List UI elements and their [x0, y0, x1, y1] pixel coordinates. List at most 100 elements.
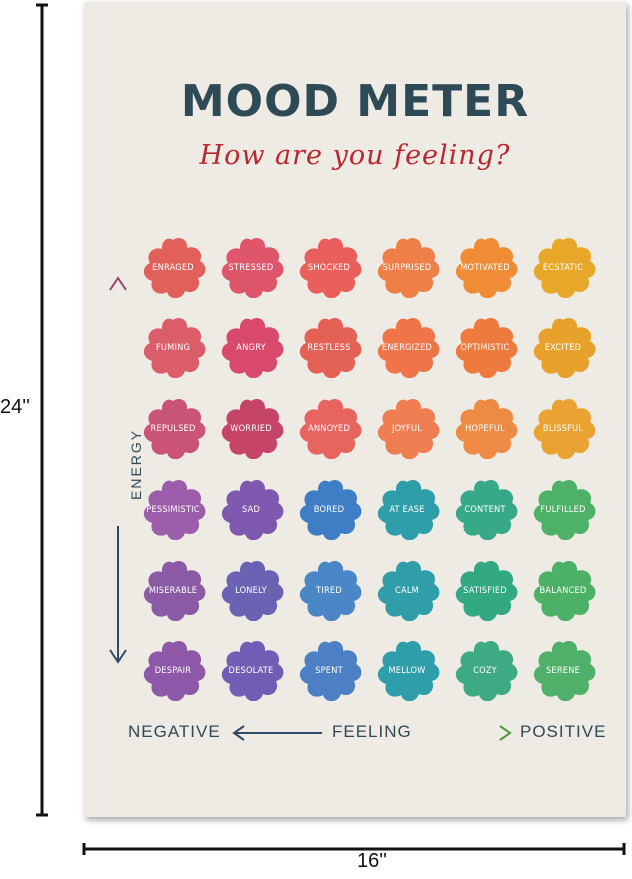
width-dimension-label: 16'' — [357, 850, 387, 872]
mood-label: CALM — [395, 584, 419, 596]
mood-blob: BALANCED — [530, 559, 596, 621]
mood-blob: EXCITED — [530, 316, 596, 378]
flower-shape-icon — [377, 480, 440, 540]
mood-blob: OPTIMISTIC — [452, 316, 518, 378]
mood-blob: PESSIMISTIC — [140, 478, 206, 540]
flower-shape-icon — [533, 561, 596, 621]
flower-shape-icon — [221, 641, 284, 701]
mood-blob: SURPRISED — [374, 236, 440, 298]
flower-shape-icon — [533, 318, 596, 378]
mood-label: ANGRY — [236, 341, 266, 353]
mood-label: SHOCKED — [307, 261, 351, 273]
mood-label: ANNOYED — [307, 422, 351, 434]
mood-label: DESPAIR — [154, 664, 192, 676]
flower-shape-icon — [299, 561, 362, 621]
mood-blob: AT EASE — [374, 478, 440, 540]
flower-shape-icon — [299, 480, 362, 540]
mood-label: AT EASE — [389, 503, 425, 515]
mood-blob: ECSTATIC — [530, 236, 596, 298]
positive-label: POSITIVE — [520, 722, 607, 741]
mood-blob: DESPAIR — [140, 639, 206, 701]
flower-shape-icon — [143, 399, 206, 459]
mood-blob: CONTENT — [452, 478, 518, 540]
mood-blob: BORED — [296, 478, 362, 540]
mood-blob: ENERGIZED — [374, 316, 440, 378]
mood-blob: ANGRY — [218, 316, 284, 378]
flower-shape-icon — [299, 318, 362, 378]
flower-shape-icon — [377, 318, 440, 378]
mood-label: LONELY — [235, 584, 267, 596]
mood-label: RESTLESS — [307, 341, 351, 353]
flower-shape-icon — [533, 238, 596, 298]
mood-label: DESOLATE — [228, 664, 274, 676]
mood-label: BALANCED — [539, 584, 587, 596]
flower-shape-icon — [221, 561, 284, 621]
mood-blob: DESOLATE — [218, 639, 284, 701]
mood-label: COZY — [473, 664, 497, 676]
flower-shape-icon — [299, 641, 362, 701]
mood-label: EXCITED — [544, 341, 582, 353]
flower-shape-icon — [455, 561, 518, 621]
mood-blob: SATISFIED — [452, 559, 518, 621]
mood-blob: COZY — [452, 639, 518, 701]
mood-label: FUMING — [155, 341, 191, 353]
mood-label: SURPRISED — [382, 261, 432, 273]
flower-shape-icon — [299, 399, 362, 459]
flower-shape-icon — [143, 641, 206, 701]
mood-label: PESSIMISTIC — [146, 503, 200, 515]
mood-blob: ANNOYED — [296, 397, 362, 459]
mood-label: OPTIMISTIC — [460, 341, 510, 353]
mood-label: SAD — [241, 503, 261, 515]
flower-shape-icon — [455, 480, 518, 540]
mood-blob: MISERABLE — [140, 559, 206, 621]
mood-blob: SPENT — [296, 639, 362, 701]
mood-label: SATISFIED — [463, 584, 507, 596]
flower-shape-icon — [221, 238, 284, 298]
mood-label: FULFILLED — [540, 503, 586, 515]
mood-blob: BLISSFUL — [530, 397, 596, 459]
poster-subtitle: How are you feeling? — [199, 140, 511, 171]
mood-label: BORED — [313, 503, 345, 515]
feeling-label: FEELING — [332, 722, 412, 741]
flower-shape-icon — [221, 399, 284, 459]
mood-blob: SHOCKED — [296, 236, 362, 298]
mood-label: MISERABLE — [148, 584, 198, 596]
flower-shape-icon — [377, 561, 440, 621]
flower-shape-icon — [533, 399, 596, 459]
mood-label: REPULSED — [150, 422, 196, 434]
mood-blob: HOPEFUL — [452, 397, 518, 459]
mood-label: ECSTATIC — [542, 261, 584, 273]
flower-shape-icon — [221, 480, 284, 540]
mood-blob: FUMING — [140, 316, 206, 378]
mood-label: CONTENT — [464, 503, 506, 515]
flower-shape-icon — [455, 399, 518, 459]
mood-blob: TIRED — [296, 559, 362, 621]
mood-blob: ENRAGED — [140, 236, 206, 298]
mood-grid: ENRAGED STRESSED SHOCKED SURPRISED MOTIVATED… — [84, 2, 626, 817]
flower-shape-icon — [533, 641, 596, 701]
mood-blob: SAD — [218, 478, 284, 540]
flower-shape-icon — [143, 480, 206, 540]
flower-shape-icon — [455, 641, 518, 701]
mood-label: TIRED — [316, 584, 342, 596]
mood-label: ENERGIZED — [381, 341, 433, 353]
flower-shape-icon — [143, 561, 206, 621]
flower-shape-icon — [377, 399, 440, 459]
flower-shape-icon — [377, 238, 440, 298]
mood-blob: MOTIVATED — [452, 236, 518, 298]
mood-blob: RESTLESS — [296, 316, 362, 378]
poster-title: MOOD METER — [180, 76, 530, 127]
flower-shape-icon — [377, 641, 440, 701]
mood-label: WORRIED — [230, 422, 272, 434]
flower-shape-icon — [143, 318, 206, 378]
flower-shape-icon — [455, 238, 518, 298]
flower-shape-icon — [533, 480, 596, 540]
mood-blob: REPULSED — [140, 397, 206, 459]
mood-blob: LONELY — [218, 559, 284, 621]
mood-label: BLISSFUL — [542, 422, 584, 434]
left-arrow-icon — [232, 725, 322, 741]
flower-shape-icon — [299, 238, 362, 298]
flower-shape-icon — [221, 318, 284, 378]
mood-blob: FULFILLED — [530, 478, 596, 540]
negative-label: NEGATIVE — [128, 722, 221, 741]
